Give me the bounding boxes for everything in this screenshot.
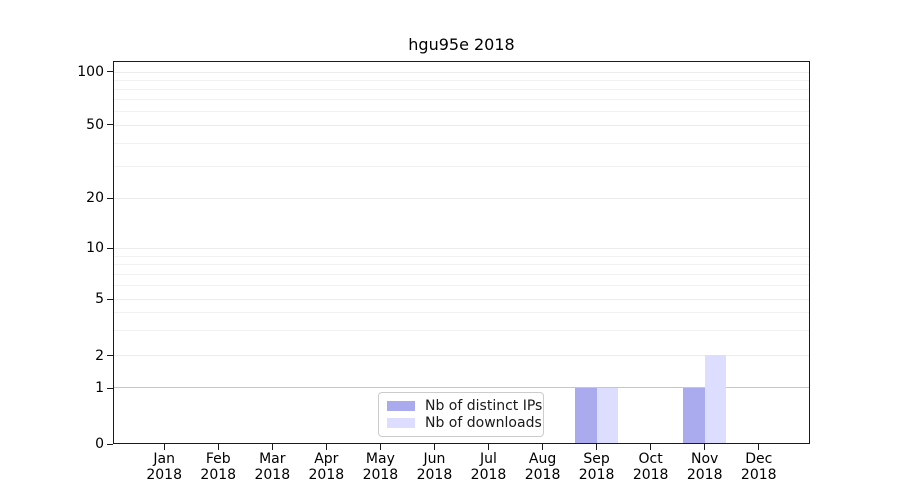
major-gridline-50 xyxy=(114,125,809,127)
minor-gridline xyxy=(114,99,809,101)
x-tick-mark xyxy=(217,444,219,450)
y-tick-mark xyxy=(107,355,113,357)
x-tick-year: 2018 xyxy=(254,467,291,483)
x-tick-mark xyxy=(758,444,760,450)
minor-gridline xyxy=(114,312,809,314)
minor-gridline xyxy=(114,89,809,91)
y-tick-mark xyxy=(107,247,113,249)
plot-area xyxy=(113,61,810,444)
legend-swatch-distinct-ips xyxy=(387,400,415,411)
legend-swatch-downloads xyxy=(387,418,415,429)
y-tick-label: 50 xyxy=(86,116,104,133)
x-tick-month: May xyxy=(365,451,395,467)
minor-gridline xyxy=(114,273,809,275)
x-tick-year: 2018 xyxy=(308,467,345,483)
minor-gridline xyxy=(114,330,809,331)
y-tick-mark xyxy=(107,71,113,73)
x-tick-label-oct: Oct 2018 xyxy=(616,451,686,483)
x-tick-label-jun: Jun 2018 xyxy=(399,451,469,483)
bar-downloads-sep xyxy=(596,387,619,443)
x-tick-mark xyxy=(650,444,652,450)
x-tick-year: 2018 xyxy=(686,467,723,483)
y-tick-mark xyxy=(107,387,113,389)
x-tick-mark xyxy=(596,444,598,450)
x-tick-month: Nov xyxy=(691,451,719,467)
minor-gridline xyxy=(114,255,809,257)
x-tick-mark xyxy=(488,444,489,450)
x-tick-label-apr: Apr 2018 xyxy=(291,451,361,483)
x-tick-month: Dec xyxy=(745,451,773,467)
x-tick-mark xyxy=(271,444,273,450)
legend-label-downloads: Nb of downloads xyxy=(425,415,542,432)
x-tick-mark xyxy=(433,444,435,450)
y-tick-label: 10 xyxy=(86,240,104,257)
x-tick-year: 2018 xyxy=(524,467,561,483)
y-tick-mark xyxy=(107,124,113,126)
minor-gridline xyxy=(114,80,809,82)
x-tick-year: 2018 xyxy=(146,467,182,483)
x-tick-label-dec: Dec 2018 xyxy=(724,451,794,483)
y-tick-label: 1 xyxy=(95,380,104,397)
x-tick-month: Jun xyxy=(423,451,446,467)
x-tick-month: Jul xyxy=(480,451,497,467)
major-gridline-1 xyxy=(114,387,809,389)
x-tick-mark xyxy=(325,444,327,450)
x-tick-mark xyxy=(542,444,544,450)
y-tick-mark xyxy=(107,443,113,445)
x-tick-label-may: May 2018 xyxy=(345,451,415,483)
x-tick-year: 2018 xyxy=(578,467,615,483)
bar-distinct-ips-nov xyxy=(683,387,705,443)
legend-item-distinct-ips: Nb of distinct IPs xyxy=(387,398,542,414)
y-tick-label: 0 xyxy=(95,436,104,452)
x-tick-year: 2018 xyxy=(416,467,453,483)
x-tick-mark xyxy=(704,444,706,450)
y-tick-mark xyxy=(107,298,113,300)
x-tick-label-mar: Mar 2018 xyxy=(237,451,307,483)
x-tick-month: Jan xyxy=(153,451,175,467)
x-tick-month: Mar xyxy=(259,451,286,467)
minor-gridline xyxy=(114,264,809,266)
minor-gridline xyxy=(114,111,809,113)
major-gridline-2 xyxy=(114,354,809,356)
x-tick-mark xyxy=(163,444,165,450)
x-tick-year: 2018 xyxy=(362,467,399,483)
y-tick-label: 20 xyxy=(86,190,104,207)
x-tick-month: Apr xyxy=(314,451,339,467)
x-tick-label-aug: Aug 2018 xyxy=(508,451,578,483)
chart-title: hgu95e 2018 xyxy=(408,35,515,54)
x-tick-year: 2018 xyxy=(632,467,669,483)
y-tick-label: 2 xyxy=(95,347,104,364)
x-tick-year: 2018 xyxy=(200,467,237,483)
bar-downloads-nov xyxy=(704,355,727,443)
legend-label-distinct-ips: Nb of distinct IPs xyxy=(425,397,543,414)
minor-gridline xyxy=(114,285,809,287)
legend: Nb of distinct IPs Nb of downloads xyxy=(378,392,544,437)
y-tick-mark xyxy=(107,197,113,199)
major-gridline-20 xyxy=(114,198,809,200)
x-tick-mark xyxy=(379,444,381,450)
y-tick-label: 5 xyxy=(95,291,104,308)
x-tick-label-feb: Feb 2018 xyxy=(183,451,253,483)
major-gridline-5 xyxy=(114,298,809,300)
major-gridline-10 xyxy=(114,247,809,249)
major-gridline-100 xyxy=(114,72,809,74)
x-tick-year: 2018 xyxy=(470,467,507,483)
bar-distinct-ips-sep xyxy=(575,387,597,443)
minor-gridline xyxy=(114,165,809,167)
y-tick-label: 100 xyxy=(77,63,104,80)
x-tick-label-nov: Nov 2018 xyxy=(670,451,740,483)
x-tick-label-sep: Sep 2018 xyxy=(562,451,632,483)
legend-item-downloads: Nb of downloads xyxy=(387,415,542,431)
x-tick-month: Feb xyxy=(205,451,231,467)
x-tick-month: Aug xyxy=(528,451,557,467)
x-tick-month: Oct xyxy=(638,451,663,467)
x-tick-label-jul: Jul 2018 xyxy=(454,451,524,483)
minor-gridline xyxy=(114,142,809,144)
x-tick-month: Sep xyxy=(583,451,610,467)
x-tick-label-jan: Jan 2018 xyxy=(129,451,199,483)
x-tick-year: 2018 xyxy=(740,467,777,483)
